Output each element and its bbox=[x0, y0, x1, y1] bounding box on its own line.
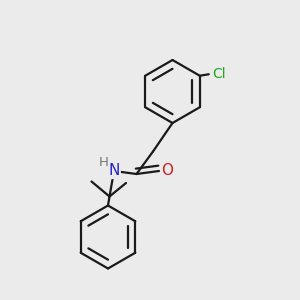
Text: N: N bbox=[108, 163, 120, 178]
Text: H: H bbox=[99, 155, 108, 169]
Text: O: O bbox=[161, 163, 173, 178]
Text: Cl: Cl bbox=[212, 67, 226, 81]
